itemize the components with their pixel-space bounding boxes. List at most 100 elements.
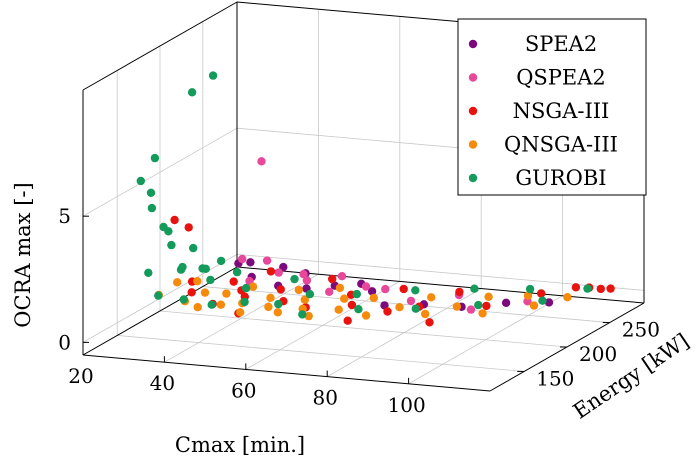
data-point [201, 264, 210, 273]
data-point [525, 284, 535, 294]
data-point [264, 302, 273, 312]
data-point [474, 300, 483, 310]
data-point [216, 256, 226, 266]
data-point [529, 301, 539, 310]
data-point [302, 276, 312, 285]
data-point [216, 300, 226, 309]
x-tick-label: 40 [150, 371, 175, 395]
data-point [173, 278, 182, 287]
legend-label: SPEA2 [525, 32, 597, 56]
data-point [167, 240, 176, 250]
gridline-floor-y [117, 335, 525, 372]
data-point [455, 287, 464, 297]
data-point [193, 277, 202, 286]
data-point [240, 297, 249, 307]
axis-box-edge [82, 354, 491, 392]
x-axis-label: Cmax [min.] [175, 433, 305, 457]
data-point [187, 88, 197, 97]
data-point [229, 277, 238, 286]
data-point [273, 308, 282, 317]
data-point [150, 153, 160, 163]
data-point [279, 262, 288, 272]
data-point [411, 286, 420, 295]
data-point [299, 270, 308, 279]
legend-label: QNSGA-III [504, 133, 618, 157]
data-point [241, 283, 251, 293]
data-point [154, 291, 163, 300]
x-tick-label: 80 [312, 386, 337, 410]
data-point [334, 305, 343, 314]
gridline-floor-y [202, 286, 610, 323]
legend-marker [468, 39, 478, 49]
data-point [352, 289, 361, 299]
data-point [274, 268, 283, 277]
y-tick-label: 200 [579, 342, 617, 366]
data-point [340, 294, 349, 303]
data-point [164, 227, 173, 236]
z-tick-label: 0 [58, 330, 71, 354]
data-point [478, 309, 487, 318]
x-tick-label: 20 [68, 364, 93, 388]
data-point [304, 311, 313, 321]
data-point [347, 300, 357, 310]
axis-box-edge [82, 1, 238, 91]
legend-marker [468, 106, 478, 116]
gridline-floor-y [159, 310, 568, 348]
data-point [470, 284, 479, 293]
data-point [274, 299, 283, 309]
x-tick-label: 60 [231, 378, 256, 402]
data-point [179, 295, 188, 304]
data-point [484, 292, 493, 301]
data-point [298, 310, 307, 319]
data-point [361, 311, 371, 320]
data-point [266, 267, 276, 276]
data-point [571, 283, 581, 292]
data-point [421, 309, 430, 319]
legend-label: QSPEA2 [516, 66, 606, 90]
data-points [136, 71, 615, 327]
legend-marker [468, 173, 478, 183]
data-point [482, 301, 491, 311]
legend-marker [468, 73, 478, 82]
legend: SPEA2 QSPEA2 NSGA-III QNSGA-III GUROBI [457, 18, 647, 196]
data-point [189, 243, 198, 253]
data-point [538, 296, 547, 305]
data-point [144, 268, 153, 277]
data-point [136, 176, 145, 186]
gridline-z [82, 127, 238, 217]
data-point [466, 305, 476, 314]
data-point [147, 203, 157, 213]
data-point [207, 300, 216, 309]
data-point [206, 275, 215, 285]
data-point [294, 285, 303, 295]
data-point [606, 284, 615, 293]
x-tick-label: 100 [388, 393, 426, 417]
data-point [343, 316, 352, 325]
data-point [411, 304, 420, 313]
data-point [596, 284, 605, 294]
z-tick-label: 5 [58, 204, 71, 228]
data-point [193, 303, 202, 312]
data-point [187, 288, 196, 297]
data-point [367, 287, 377, 296]
data-point [381, 284, 390, 294]
legend-label: GUROBI [515, 166, 606, 190]
data-point [583, 284, 592, 293]
data-point [305, 290, 315, 299]
data-point [395, 303, 404, 312]
y-tick-label: 250 [622, 318, 660, 342]
data-point [248, 282, 258, 291]
data-point [537, 289, 546, 298]
data-point [184, 223, 193, 232]
data-point [238, 254, 247, 264]
data-point [328, 274, 337, 284]
data-point [176, 265, 186, 274]
legend-label: NSGA-III [513, 99, 610, 123]
data-point [399, 284, 408, 294]
data-point [501, 298, 511, 307]
data-point [222, 289, 231, 298]
data-point [335, 283, 345, 293]
data-point [208, 71, 218, 80]
